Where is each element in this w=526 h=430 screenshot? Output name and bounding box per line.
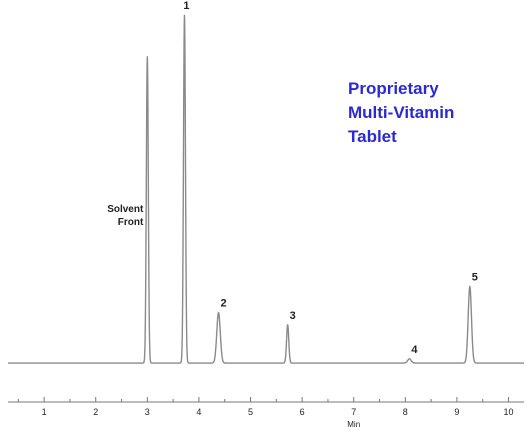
peak-label-4: 4 [411,344,418,356]
peak-label-5: 5 [472,271,478,283]
chromatogram-trace [7,14,525,364]
x-tick-label: 4 [196,407,201,417]
annotation-front: Front [118,217,144,228]
x-tick-label: 6 [300,407,305,417]
x-tick-label: 3 [145,407,150,417]
x-tick-label: 9 [454,407,459,417]
peak-label-2: 2 [220,298,226,310]
title-line-2: Multi-Vitamin [348,103,454,122]
title-line-1: Proprietary [348,79,439,98]
x-axis-label: Min [347,420,360,429]
x-axis-ticks: 1 2 3 4 5 6 7 8 9 10 [17,397,514,417]
x-tick-label: 2 [93,407,98,417]
peak-label-3: 3 [290,310,296,322]
x-tick-label: 8 [403,407,408,417]
annotation-solvent: Solvent [107,204,144,215]
x-tick-label: 1 [42,407,47,417]
peak-labels: Solvent Front 1 2 3 4 5 [107,0,478,356]
title-line-3: Tablet [348,127,397,146]
x-tick-label: 5 [248,407,253,417]
x-tick-label: 7 [351,407,356,417]
x-tick-label: 10 [504,407,514,417]
peak-label-1: 1 [183,0,189,12]
chart-title: Proprietary Multi-Vitamin Tablet [348,79,454,146]
